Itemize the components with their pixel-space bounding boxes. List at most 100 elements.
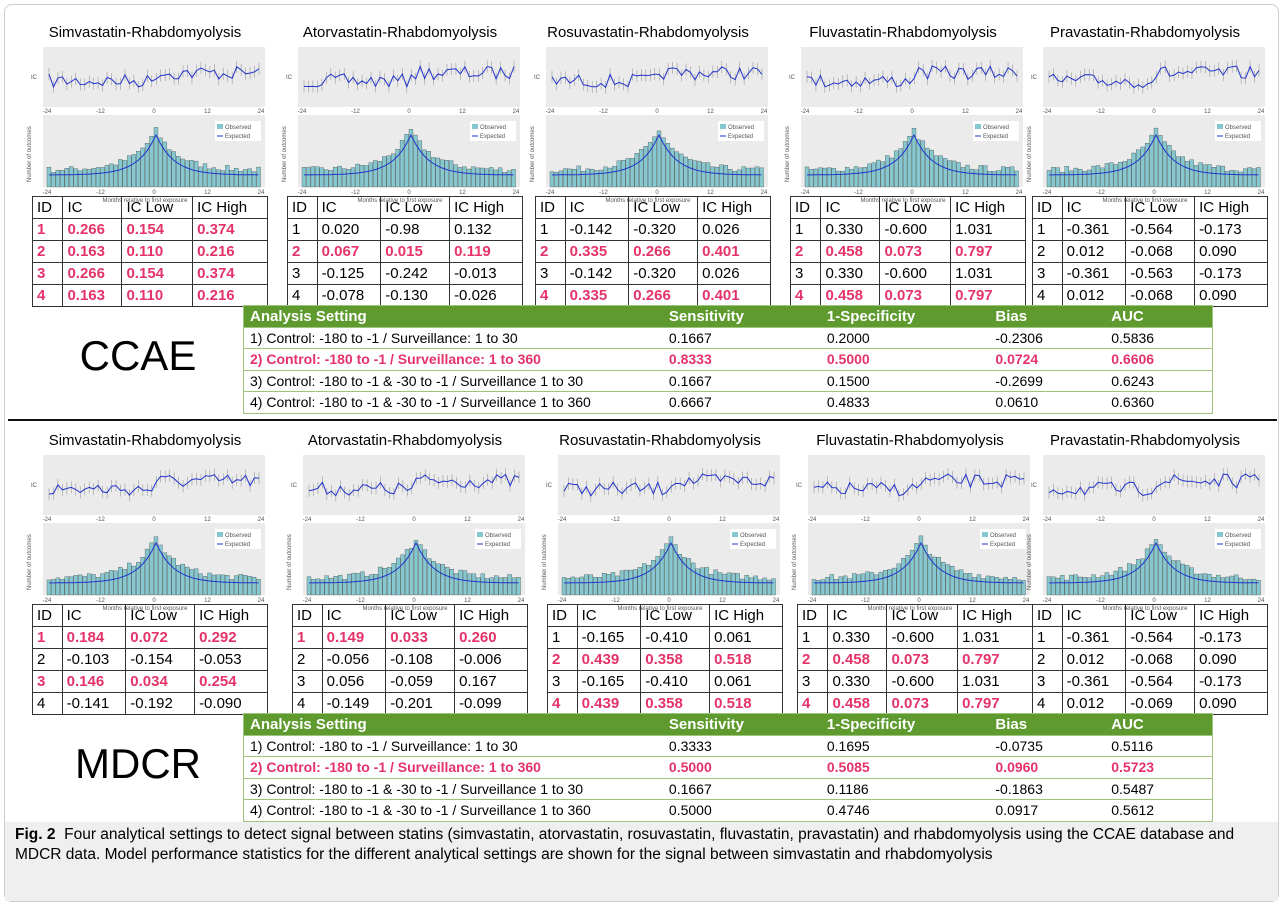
hist-bar [1149, 544, 1154, 596]
hist-bar [950, 565, 955, 596]
header-row: ID IC IC Low IC High [1032, 196, 1268, 219]
hist-bar [956, 162, 961, 188]
row: 3 -0.361 -0.564 -0.173 [1032, 670, 1268, 693]
count-axis-label: Number of outcomes [792, 534, 798, 590]
ic-line [806, 65, 1018, 88]
hist-bar [440, 564, 445, 596]
hist-bar [1247, 579, 1252, 596]
hist-bar [831, 168, 836, 188]
caption-text: Four analytical settings to detect signa… [15, 826, 1235, 863]
hist-bar [1100, 575, 1105, 596]
hist-bar [612, 166, 617, 188]
cell: -0.361 [1061, 670, 1127, 693]
hist-bar [762, 577, 767, 596]
legend-swatch [732, 532, 738, 537]
cell: -0.099 [454, 692, 528, 715]
hist-bar [453, 573, 459, 596]
hist-bar [708, 574, 714, 596]
hist-bar [1162, 141, 1168, 188]
x-tick-label: -24 [801, 190, 810, 196]
x-tick-label: 24 [1258, 517, 1265, 523]
header-cell: IC Low [879, 196, 952, 219]
cell: 0.518 [709, 648, 783, 671]
hist-bar [722, 573, 727, 596]
cell: -0.165 [576, 670, 642, 693]
x-tick-label: -24 [43, 109, 52, 115]
hist-bar [350, 167, 356, 188]
cell: 0.119 [449, 240, 523, 263]
hist-bar [576, 165, 581, 188]
hist-bar [417, 140, 423, 188]
expected-line [807, 133, 1017, 176]
cell: 3 [287, 262, 318, 285]
cell: -0.564 [1125, 670, 1196, 693]
hist-bar [987, 171, 992, 188]
hist-bar [1055, 577, 1061, 596]
hist-bar [1069, 574, 1074, 596]
cell: -0.600 [886, 626, 959, 649]
row: 2 0.458 0.073 0.797 [789, 240, 1026, 263]
cell: -0.069 [1125, 692, 1196, 715]
hist-bar [1060, 172, 1065, 188]
row: 4) Control: -180 to -1 & -30 to -1 / Sur… [243, 391, 1213, 414]
legend-box [470, 121, 516, 141]
row: 4 0.458 0.073 0.797 [789, 284, 1026, 307]
cell: 2 [292, 648, 323, 671]
hist-bar [395, 149, 400, 188]
hist-bar [1131, 152, 1136, 188]
hist-bar [306, 576, 312, 596]
header-row: Analysis Setting Sensitivity 1-Specificity… [243, 305, 1213, 328]
hist-bar [683, 156, 688, 188]
panel-plots: IC Number of outcomes Observed Expected -24 -… [287, 455, 525, 612]
cell: -0.192 [125, 692, 196, 715]
hist-bar [1069, 170, 1074, 188]
hist-bar [55, 577, 61, 596]
hist-bar [999, 578, 1004, 596]
cell: 0.163 [62, 240, 123, 263]
hist-bar [1122, 570, 1127, 596]
x-tick-label: -24 [43, 517, 52, 523]
hist-bar [758, 579, 763, 596]
hist-bar [346, 169, 351, 188]
cell: 0.330 [820, 218, 881, 241]
hist-bar [1180, 563, 1185, 596]
cell: 0.0917 [989, 799, 1106, 822]
cell: 0.154 [121, 218, 194, 241]
hist-bar [990, 576, 995, 596]
hist-bar [549, 171, 555, 188]
legend-expected: Expected [1225, 134, 1250, 140]
hist-bar [1131, 564, 1136, 596]
cell: 0.090 [1194, 692, 1268, 715]
hist-bar [809, 169, 814, 188]
hist-bar [198, 573, 203, 596]
ic-axis-label: IC [291, 483, 298, 489]
hist-bar [585, 168, 590, 188]
hist-bar [431, 157, 436, 188]
hist-bar [865, 571, 870, 596]
panel-title: Simvastatin-Rhabdomyolysis [48, 24, 242, 41]
cell: 0.1500 [820, 370, 990, 392]
x-tick-label: 24 [1258, 598, 1265, 604]
x-tick-label: 12 [962, 190, 969, 196]
hist-bar [1225, 170, 1230, 188]
x-tick-label: 0 [655, 109, 659, 115]
row: 4 0.458 0.073 0.797 [796, 692, 1033, 715]
x-tick-label: 12 [1204, 517, 1211, 523]
header-row: Analysis Setting Sensitivity 1-Specificity… [243, 713, 1213, 736]
hist-bar [131, 565, 136, 596]
hist-bar [1008, 579, 1013, 596]
ic-table: ID IC IC Low IC High 1 0.020 -0.98 0.132 2 0.067 0… [287, 196, 523, 307]
row: 1 0.020 -0.98 0.132 [287, 218, 523, 241]
hist-bar [643, 146, 648, 188]
cell: 4 [1032, 692, 1063, 715]
cell: -0.98 [380, 218, 451, 241]
cell: 2 [547, 648, 578, 671]
hist-bar [655, 556, 660, 596]
header-cell: IC High [192, 196, 268, 219]
hist-bar [373, 160, 378, 188]
cell: 0.090 [1194, 240, 1268, 263]
hist-bar [78, 574, 83, 596]
cell: -0.108 [385, 648, 456, 671]
cell: 0.5612 [1105, 799, 1213, 822]
hist-bar [1073, 574, 1078, 596]
